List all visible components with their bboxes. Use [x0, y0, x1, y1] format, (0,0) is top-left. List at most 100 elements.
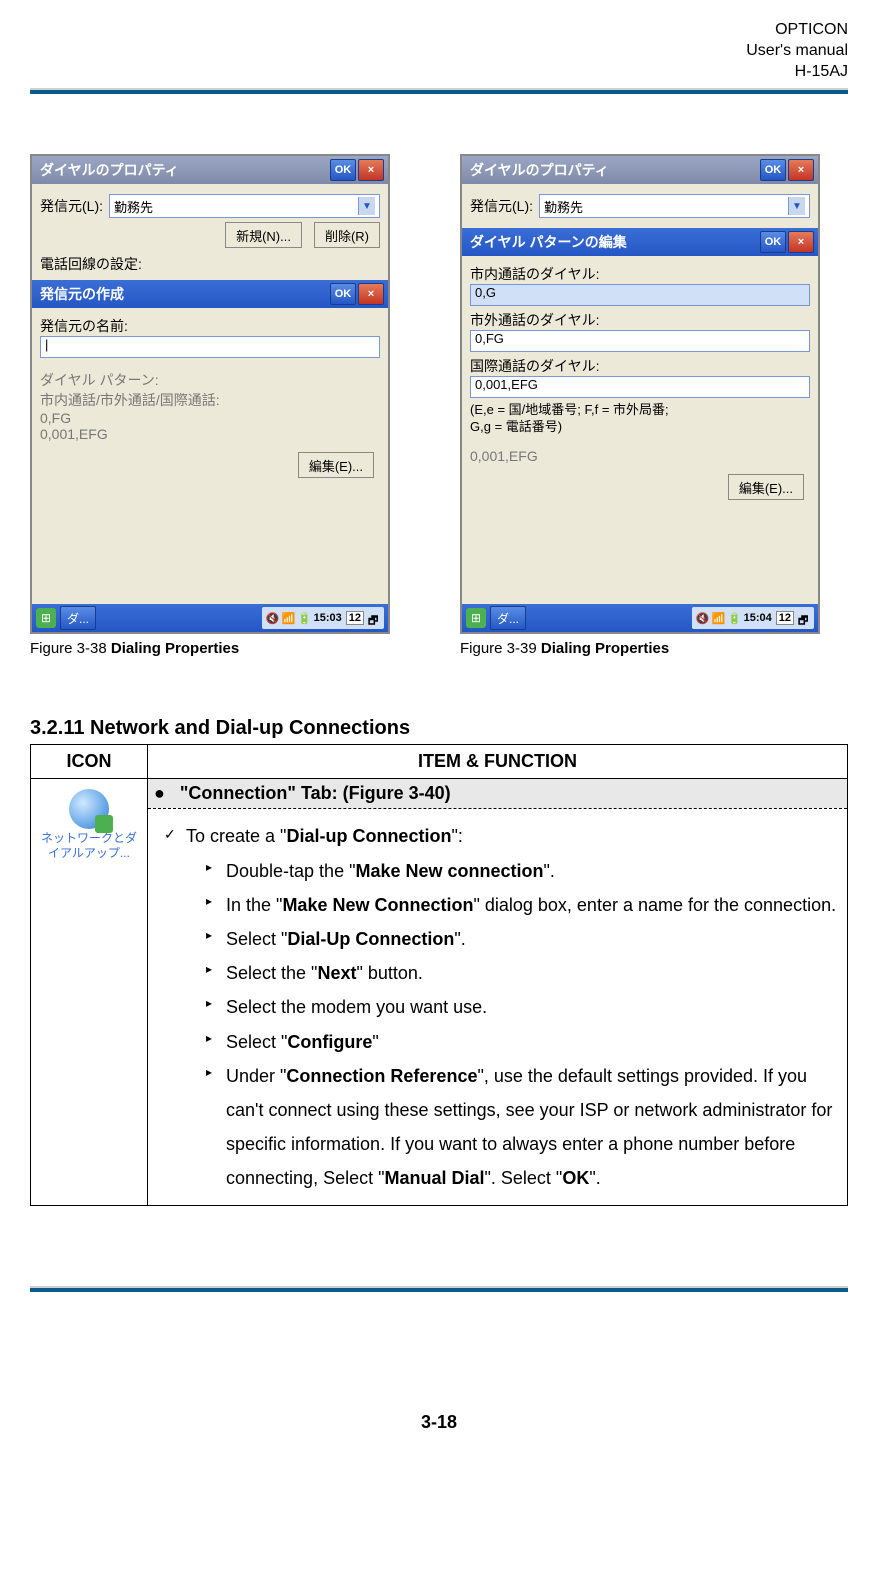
origin-row: 発信元(L): 勤務先 ▼: [470, 194, 810, 218]
tray-icon: 🗗: [368, 612, 380, 624]
caption-right-prefix: Figure 3-39: [460, 640, 541, 657]
substep: Under "Connection Reference", use the de…: [204, 1059, 837, 1196]
faded-line: 0,001,EFG: [470, 448, 810, 464]
edit-button[interactable]: 編集(E)...: [728, 474, 804, 500]
phone-settings-label: 電話回線の設定:: [40, 254, 380, 274]
origin-dropdown[interactable]: 勤務先 ▼: [109, 194, 380, 218]
tray-icon: 📶: [712, 612, 724, 624]
tray-icon: 🔇: [266, 612, 278, 624]
close-button[interactable]: ×: [788, 231, 814, 253]
note-line1: (E,e = 国/地域番号; F,f = 市外局番;: [470, 402, 810, 419]
function-table: ICON ITEM & FUNCTION ネットワークとダ イアルアップ... …: [30, 744, 848, 1206]
item-cell: ● "Connection" Tab: (Figure 3-40) To cre…: [148, 779, 848, 1206]
system-tray: 🔇 📶 🔋 15:04 12 🗗: [692, 607, 814, 629]
screenshot-left-col: ダイヤルのプロパティ OK × 発信元(L): 勤務先 ▼: [30, 154, 390, 657]
edit-row: 編集(E)...: [40, 452, 380, 478]
titlebar-buttons: OK ×: [330, 159, 384, 181]
titlebar-buttons: OK ×: [760, 159, 814, 181]
edit-row: 編集(E)...: [470, 474, 810, 500]
substep: Select "Configure": [204, 1025, 837, 1059]
caption-left-prefix: Figure 3-38: [30, 640, 111, 657]
col-item: ITEM & FUNCTION: [148, 745, 848, 779]
origin-value: 勤務先: [544, 197, 583, 216]
ok-button[interactable]: OK: [760, 159, 786, 181]
substep: Double-tap the "Make New connection".: [204, 854, 837, 888]
titlebar-main-left: ダイヤルのプロパティ OK ×: [32, 156, 388, 184]
content-area: 発信元(L): 勤務先 ▼: [462, 184, 818, 228]
tray-num: 12: [346, 611, 364, 625]
taskbar-left: ⊞ ダ... 🔇 📶 🔋 15:03 12 🗗: [32, 604, 388, 632]
tray-icon: 🔋: [728, 612, 740, 624]
chevron-down-icon: ▼: [788, 197, 805, 215]
task-app-label: ダ...: [67, 610, 89, 627]
name-label: 発信元の名前:: [40, 316, 380, 336]
substep: Select the "Next" button.: [204, 956, 837, 990]
close-button[interactable]: ×: [358, 283, 384, 305]
task-app-button[interactable]: ダ...: [490, 606, 526, 630]
close-button[interactable]: ×: [788, 159, 814, 181]
caption-left: Figure 3-38 Dialing Properties: [30, 640, 390, 657]
pattern-desc: 市内通話/市外通話/国際通話:: [40, 390, 380, 410]
long-label: 市外通話のダイヤル:: [470, 310, 810, 330]
origin-label: 発信元(L):: [470, 196, 533, 216]
new-button[interactable]: 新規(N)...: [225, 222, 302, 248]
sub-dialog-titlebar: 発信元の作成 OK ×: [32, 280, 388, 308]
caption-right-bold: Dialing Properties: [541, 640, 669, 657]
chevron-down-icon: ▼: [358, 197, 375, 215]
edit-button[interactable]: 編集(E)...: [298, 452, 374, 478]
ok-button[interactable]: OK: [760, 231, 786, 253]
page-number: 3-18: [30, 1412, 848, 1433]
system-tray: 🔇 📶 🔋 15:03 12 🗗: [262, 607, 384, 629]
ok-button[interactable]: OK: [330, 283, 356, 305]
tray-icon: 🗗: [798, 612, 810, 624]
page: OPTICON User's manual H-15AJ ダイヤルのプロパティ …: [0, 0, 878, 1473]
tray-icon: 🔇: [696, 612, 708, 624]
long-input[interactable]: 0,FG: [470, 330, 810, 352]
tray-num: 12: [776, 611, 794, 625]
steps-wrapper: To create a "Dial-up Connection": Double…: [148, 808, 847, 1205]
device-left: ダイヤルのプロパティ OK × 発信元(L): 勤務先 ▼: [30, 154, 390, 634]
bullet: ●: [154, 783, 165, 803]
device-right: ダイヤルのプロパティ OK × 発信元(L): 勤務先 ▼: [460, 154, 820, 634]
tray-icon: 📶: [282, 612, 294, 624]
close-button[interactable]: ×: [358, 159, 384, 181]
new-delete-row: 新規(N)... 削除(R): [40, 222, 380, 248]
caption-left-bold: Dialing Properties: [111, 640, 239, 657]
pattern-line2: 0,001,EFG: [40, 426, 380, 442]
titlebar-main-right: ダイヤルのプロパティ OK ×: [462, 156, 818, 184]
tab-header: ● "Connection" Tab: (Figure 3-40): [148, 779, 847, 808]
task-app-button[interactable]: ダ...: [60, 606, 96, 630]
tab-text: "Connection" Tab: (Figure 3-40): [180, 783, 451, 803]
sub-dialog-content: 発信元の名前: |: [32, 310, 388, 364]
substep: In the "Make New Connection" dialog box,…: [204, 888, 837, 922]
screenshot-right-col: ダイヤルのプロパティ OK × 発信元(L): 勤務先 ▼: [460, 154, 820, 657]
steps-list: To create a "Dial-up Connection": Double…: [158, 819, 837, 1195]
note-line2: G,g = 電話番号): [470, 419, 810, 436]
start-icon[interactable]: ⊞: [466, 608, 486, 628]
ok-button[interactable]: OK: [330, 159, 356, 181]
intl-input[interactable]: 0,001,EFG: [470, 376, 810, 398]
delete-button[interactable]: 削除(R): [314, 222, 380, 248]
sub-dialog-titlebar: ダイヤル パターンの編集 OK ×: [462, 228, 818, 256]
step-intro: To create a "Dial-up Connection": Double…: [158, 819, 837, 1195]
content-area: 発信元(L): 勤務先 ▼ 新規(N)... 削除(R) 電話回線の設定:: [32, 184, 388, 280]
network-icon: [69, 789, 109, 829]
sub-dialog-content: 市内通話のダイヤル: 0,G 市外通話のダイヤル: 0,FG 国際通話のダイヤル…: [462, 258, 818, 442]
intl-label: 国際通話のダイヤル:: [470, 356, 810, 376]
origin-dropdown[interactable]: 勤務先 ▼: [539, 194, 810, 218]
page-header: OPTICON User's manual H-15AJ: [30, 20, 848, 82]
start-icon[interactable]: ⊞: [36, 608, 56, 628]
icon-cell: ネットワークとダ イアルアップ...: [31, 779, 148, 1206]
header-rule: [30, 88, 848, 94]
task-app-label: ダ...: [497, 610, 519, 627]
origin-row: 発信元(L): 勤務先 ▼: [40, 194, 380, 218]
tray-icon: 🔋: [298, 612, 310, 624]
header-line2: User's manual: [30, 41, 848, 62]
local-input[interactable]: 0,G: [470, 284, 810, 306]
sub-titlebar-buttons: OK ×: [330, 283, 384, 305]
name-input[interactable]: |: [40, 336, 380, 358]
sub-title: ダイヤル パターンの編集: [466, 232, 760, 252]
origin-label: 発信元(L):: [40, 196, 103, 216]
sub-titlebar-buttons: OK ×: [760, 231, 814, 253]
titlebar-text: ダイヤルのプロパティ: [36, 160, 330, 180]
